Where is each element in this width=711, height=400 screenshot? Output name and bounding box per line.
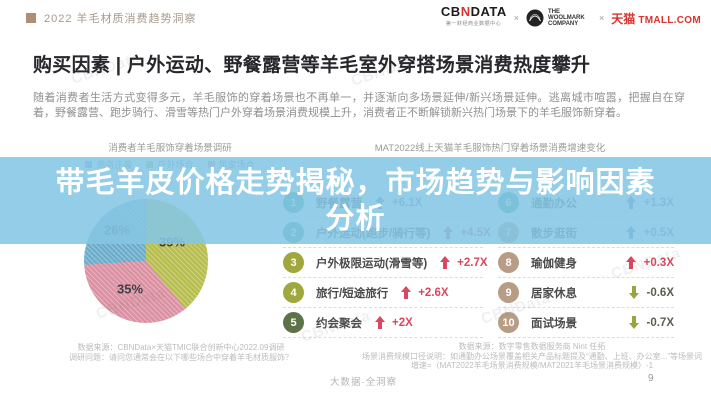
rank-badge: 10 — [498, 312, 519, 333]
rank-badge: 5 — [283, 312, 304, 333]
growth-value: +0.3X — [643, 256, 674, 269]
page-title: 购买因素 | 户外运动、野餐露营等羊毛室外穿搭场景消费热度攀升 — [33, 55, 591, 76]
right-chart-footnote: 数据来源：数字零售数据服务商 Nint 任拓 场景消费规模口径说明：如通勤办公场… — [362, 342, 702, 370]
pie-percent-label: 35% — [116, 281, 144, 297]
arrow-up-icon — [374, 316, 385, 329]
overlay-banner: 带毛羊皮价格走势揭秘，市场趋势与影响因素 分析 — [0, 157, 711, 244]
scene-label: 旅行/短途旅行 — [316, 287, 389, 300]
arrow-up-icon — [400, 286, 411, 299]
footer-slogan: 大数据·全洞察 — [330, 377, 398, 388]
arrow-down-icon — [629, 286, 640, 299]
overlay-text-line2: 分析 — [325, 202, 386, 235]
scene-rank-row: 4 旅行/短途旅行 +2.6X — [283, 278, 483, 308]
rank-badge: 4 — [283, 282, 304, 303]
header-bar: 2022 羊毛材质消费趋势洞察 CBNDATA 第一财经商业数据中心 × THE… — [0, 0, 711, 36]
cbndata-logo: CBNDATA 第一财经商业数据中心 — [441, 5, 507, 30]
rank-badge: 3 — [283, 252, 304, 273]
scene-label: 面试场景 — [531, 317, 577, 330]
logo-separator: × — [513, 13, 520, 23]
page-number: 9 — [648, 373, 654, 384]
arrow-down-icon — [629, 316, 640, 329]
growth-value: +2X — [392, 316, 413, 329]
overlay-text-line1: 带毛羊皮价格走势揭秘，市场趋势与影响因素 — [55, 166, 656, 199]
scene-rank-row: 5 约会聚会 +2X — [283, 308, 483, 338]
growth-value: -0.6X — [646, 286, 675, 299]
growth-value: +2.7X — [457, 256, 488, 269]
partner-logos: CBNDATA 第一财经商业数据中心 × THE WOOLMARK COMPAN… — [441, 5, 701, 30]
rank-badge: 9 — [498, 282, 519, 303]
scene-label: 居家休息 — [531, 287, 577, 300]
report-brand: 2022 羊毛材质消费趋势洞察 — [26, 10, 197, 26]
arrow-up-icon — [439, 256, 450, 269]
logo-separator: × — [599, 13, 605, 23]
woolmark-logo-icon — [526, 9, 544, 27]
rank-badge: 8 — [498, 252, 519, 273]
report-title: 2022 羊毛材质消费趋势洞察 — [44, 13, 197, 25]
scene-rank-row: 9 居家休息 -0.6X — [498, 278, 674, 308]
scene-label: 户外极限运动(滑雪等) — [316, 257, 428, 270]
scene-rank-row: 10 面试场景 -0.7X — [498, 308, 674, 338]
scene-rank-row: 3 户外极限运动(滑雪等) +2.7X — [283, 248, 488, 278]
intro-paragraph: 随着消费者生活方式变得多元，羊毛服饰的穿着场景也不再单一，并逐渐向多场景延伸/新… — [33, 92, 685, 119]
growth-value: +2.6X — [418, 286, 449, 299]
tmall-logo: 天猫 TMALL.COM — [611, 11, 701, 26]
right-chart-title: MAT2022线上天猫羊毛服饰热门穿着场景消费增速变化 — [374, 143, 606, 154]
scene-label: 约会聚会 — [316, 317, 362, 330]
left-chart-footnote: 数据来源：CBNData×天猫TMIC联合创新中心2022.09调研 调研问题：… — [69, 343, 293, 362]
woolmark-label: THE WOOLMARK COMPANY — [548, 9, 585, 27]
header-square-icon — [26, 13, 36, 23]
woolmark-logo: THE WOOLMARK COMPANY — [526, 9, 592, 27]
cbndata-subtitle: 第一财经商业数据中心 — [446, 21, 502, 27]
scene-rank-row: 8 瑜伽健身 +0.3X — [498, 248, 674, 278]
left-chart-title: 消费者羊毛服饰穿着场景调研 — [108, 143, 232, 154]
growth-value: -0.7X — [646, 316, 675, 329]
scene-label: 瑜伽健身 — [531, 257, 577, 270]
arrow-up-icon — [626, 256, 637, 269]
